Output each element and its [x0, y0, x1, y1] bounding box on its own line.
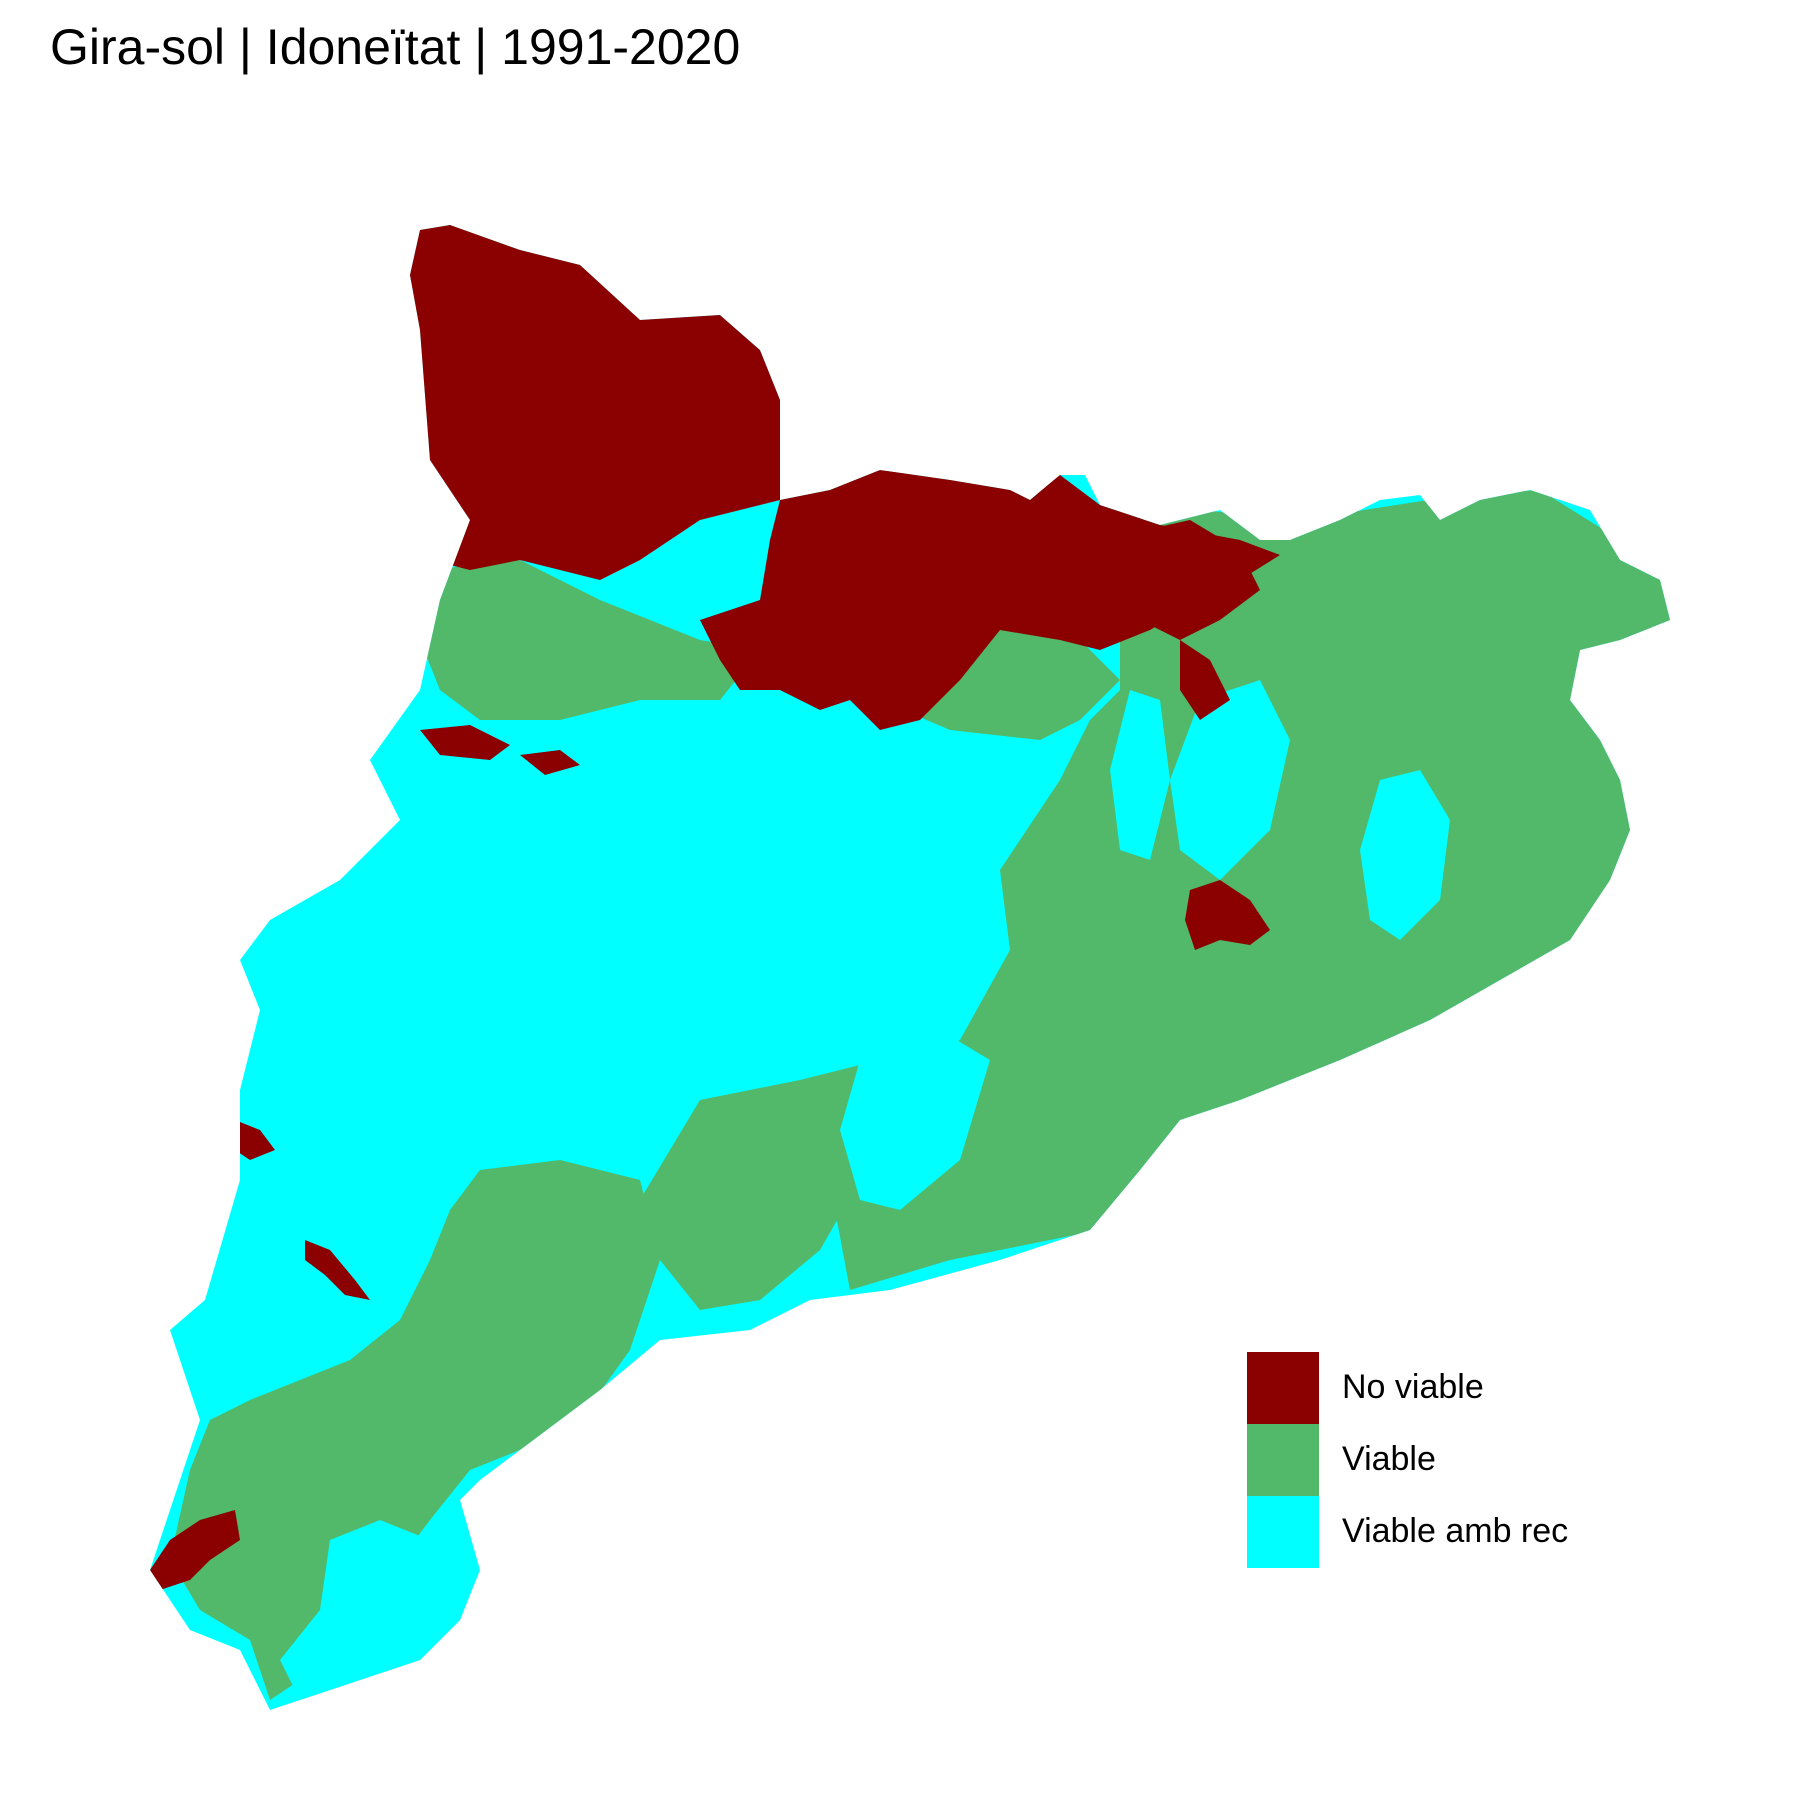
legend-swatch-viable-amb-rec: [1247, 1496, 1319, 1568]
zone-viable-north-central: [420, 560, 760, 720]
zone-viable-amb-rec-valley: [1110, 690, 1170, 860]
zone-no-viable-reservoir: [305, 1240, 370, 1300]
legend-swatch-viable: [1247, 1424, 1319, 1496]
zone-viable-amb-rec-delta: [280, 1520, 470, 1700]
map-title: Gira-sol | Idoneïtat | 1991-2020: [50, 19, 741, 75]
zone-viable-southwest: [170, 1160, 660, 1700]
legend-label-viable: Viable: [1342, 1440, 1436, 1478]
zone-viable-amb-rec-emporda: [1360, 770, 1450, 940]
zone-no-viable-montsec-west: [420, 725, 510, 760]
legend-swatch-no-viable: [1247, 1352, 1319, 1424]
zone-viable-amb-rec-plain: [1170, 680, 1290, 880]
zone-viable-east: [820, 490, 1670, 1290]
legend-label-no-viable: No viable: [1342, 1368, 1484, 1406]
zone-no-viable-pyrenees-east: [1100, 520, 1260, 640]
zone-no-viable-pyrenees-west: [410, 225, 790, 580]
zone-no-viable-ports: [150, 1510, 240, 1590]
legend-label-viable-amb-rec: Viable amb rec: [1342, 1512, 1569, 1550]
zone-viable-amb-rec-coast: [840, 1030, 990, 1210]
zone-no-viable-garrotxa: [1180, 640, 1230, 720]
zone-no-viable-montseny: [1185, 880, 1270, 950]
zone-no-viable-montsec-east: [520, 750, 580, 775]
zone-no-viable-west-edge: [232, 1120, 275, 1160]
